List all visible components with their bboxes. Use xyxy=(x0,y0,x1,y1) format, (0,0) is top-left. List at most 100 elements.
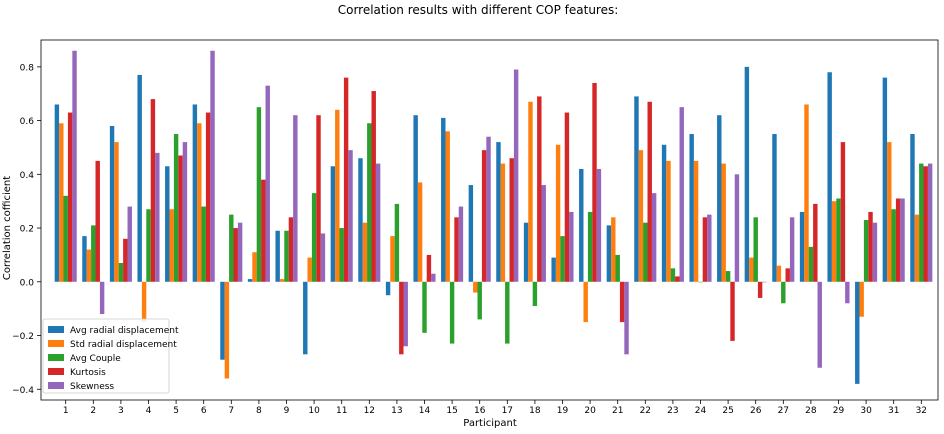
bar-5-13 xyxy=(403,281,408,347)
bar-2-26 xyxy=(749,257,754,282)
bar-3-28 xyxy=(808,246,814,282)
bar-1-1 xyxy=(54,104,60,282)
bar-1-3 xyxy=(109,125,115,282)
x-tick-label: 19 xyxy=(557,406,569,416)
bar-4-8 xyxy=(261,179,266,282)
x-tick-label: 15 xyxy=(446,406,457,416)
x-tick-label: 17 xyxy=(502,406,513,416)
legend-swatch xyxy=(48,354,64,361)
bar-3-5 xyxy=(173,134,179,282)
bar-1-10 xyxy=(303,281,308,355)
bar-1-8 xyxy=(247,279,253,282)
bar-3-1 xyxy=(63,195,68,282)
plot-frame xyxy=(40,39,939,401)
bar-5-26 xyxy=(762,281,767,283)
y-tick-label: 0.6 xyxy=(20,117,35,127)
bar-3-26 xyxy=(753,217,758,282)
bar-2-25 xyxy=(721,163,726,282)
bar-1-17 xyxy=(496,142,501,282)
bar-2-27 xyxy=(776,265,782,282)
bar-4-22 xyxy=(647,101,652,282)
bar-2-12 xyxy=(362,222,368,282)
bar-3-23 xyxy=(670,268,676,282)
bar-2-30 xyxy=(859,281,864,317)
bar-4-21 xyxy=(619,281,625,323)
y-tick-label: −0.2 xyxy=(12,332,34,342)
bar-5-11 xyxy=(348,150,353,282)
bar-5-28 xyxy=(817,281,822,368)
bar-2-10 xyxy=(307,257,312,282)
x-tick-label: 25 xyxy=(722,406,733,416)
x-tick-label: 10 xyxy=(308,406,320,416)
bar-2-28 xyxy=(804,104,809,282)
bar-3-24 xyxy=(698,281,703,283)
x-tick-label: 1 xyxy=(63,406,69,416)
bar-2-5 xyxy=(169,209,174,282)
bar-2-15 xyxy=(445,131,450,282)
legend-swatch xyxy=(48,368,64,375)
bar-2-17 xyxy=(500,163,506,282)
bar-3-18 xyxy=(532,281,538,306)
chart-title: Correlation results with different COP f… xyxy=(338,3,619,17)
bar-4-9 xyxy=(288,217,294,282)
bar-2-23 xyxy=(666,160,671,282)
bar-3-25 xyxy=(725,271,731,282)
bar-5-14 xyxy=(431,273,436,282)
bar-1-30 xyxy=(855,281,860,384)
bar-2-4 xyxy=(141,281,147,323)
bar-1-14 xyxy=(413,115,418,282)
bar-5-1 xyxy=(72,50,77,282)
bar-5-16 xyxy=(486,136,491,282)
bar-3-9 xyxy=(284,230,289,282)
bar-3-16 xyxy=(477,281,482,320)
bar-5-19 xyxy=(569,211,574,282)
bar-3-4 xyxy=(146,209,151,282)
legend-label: Avg radial displacement xyxy=(70,326,179,336)
bar-2-19 xyxy=(555,144,561,282)
bar-4-23 xyxy=(675,276,680,282)
y-tick-label: 0.2 xyxy=(20,225,34,235)
bar-4-1 xyxy=(67,112,73,282)
legend-label: Std radial displacement xyxy=(70,340,177,350)
x-tick-label: 7 xyxy=(228,406,234,416)
bar-2-9 xyxy=(279,279,285,282)
bar-1-19 xyxy=(551,257,556,282)
bar-1-13 xyxy=(385,281,391,296)
bar-2-32 xyxy=(914,214,920,282)
bar-1-28 xyxy=(799,211,805,282)
legend-frame xyxy=(42,318,170,394)
legend: Avg radial displacement Std radial displa… xyxy=(42,318,179,394)
bar-1-6 xyxy=(192,104,198,282)
bar-3-15 xyxy=(449,281,455,344)
bar-3-13 xyxy=(394,203,400,282)
bar-1-27 xyxy=(772,134,777,282)
bar-4-6 xyxy=(205,112,211,282)
bar-2-14 xyxy=(417,182,423,282)
bar-4-29 xyxy=(840,142,846,282)
bar-4-26 xyxy=(757,281,763,298)
bar-2-3 xyxy=(114,142,119,282)
bar-2-21 xyxy=(611,217,616,282)
y-axis-label: Correlation cofficient xyxy=(2,176,13,280)
legend-swatch xyxy=(48,340,64,347)
bar-5-31 xyxy=(900,198,905,282)
bar-1-11 xyxy=(330,166,336,282)
bar-1-29 xyxy=(827,72,832,282)
x-tick-label: 27 xyxy=(778,406,789,416)
bar-1-2 xyxy=(82,236,87,282)
bar-3-20 xyxy=(587,211,593,282)
bar-5-18 xyxy=(541,185,546,282)
bar-3-17 xyxy=(505,281,510,344)
bar-2-22 xyxy=(638,150,644,282)
bar-5-9 xyxy=(293,115,298,282)
bar-1-15 xyxy=(441,117,446,282)
legend-swatch xyxy=(48,382,64,389)
bar-5-5 xyxy=(182,142,188,282)
bar-4-17 xyxy=(509,158,514,282)
bar-3-10 xyxy=(311,193,317,282)
bar-5-8 xyxy=(265,85,270,282)
bar-3-19 xyxy=(560,236,565,282)
bar-2-6 xyxy=(197,123,202,282)
x-tick-label: 31 xyxy=(888,406,899,416)
x-tick-label: 4 xyxy=(146,406,152,416)
